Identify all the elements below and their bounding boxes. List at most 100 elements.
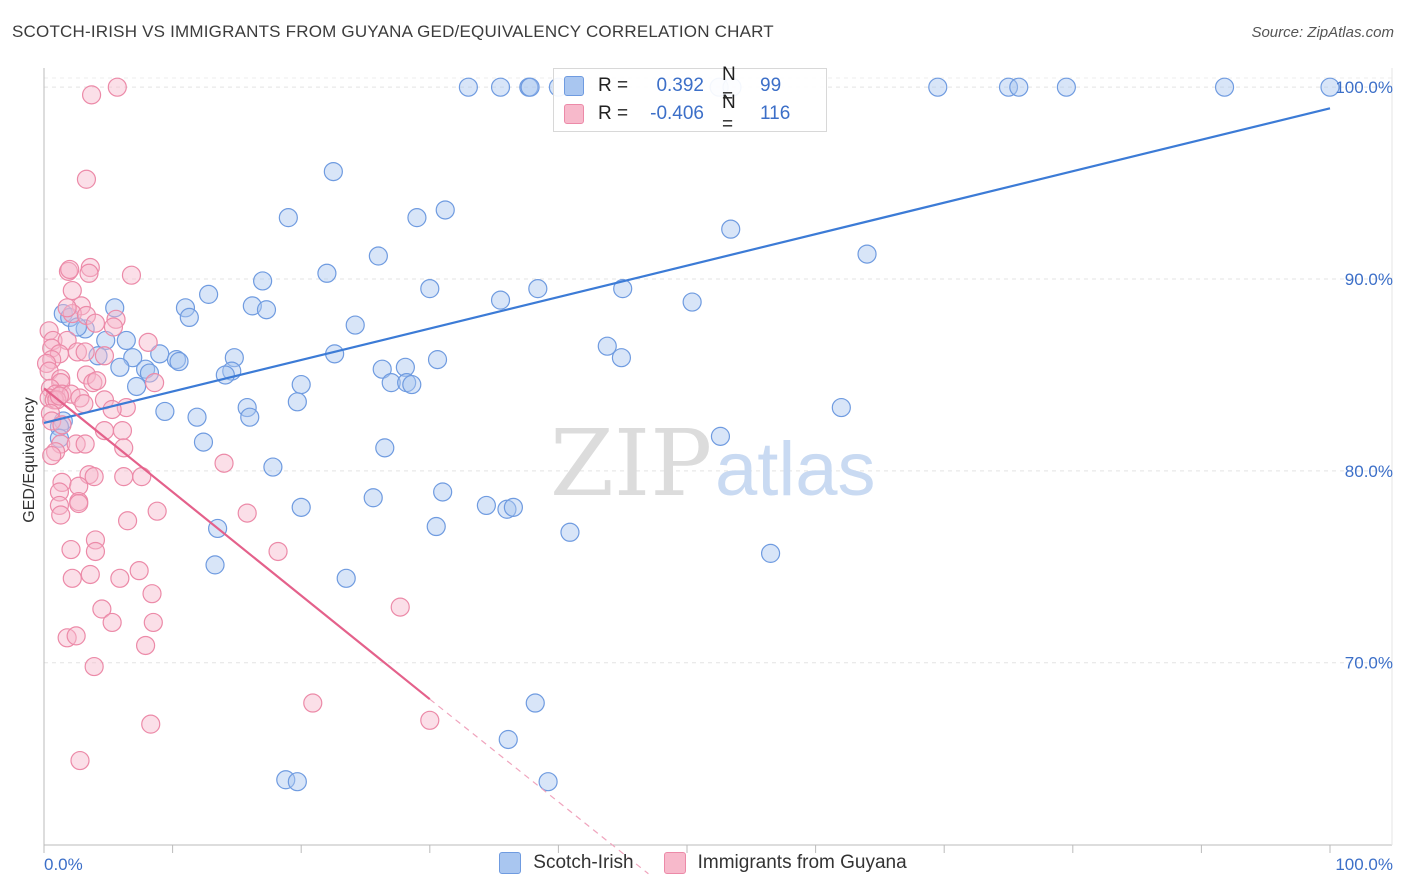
guyana-point xyxy=(61,539,81,560)
guyana-point xyxy=(142,584,162,604)
guyana-point xyxy=(87,371,107,391)
scotch-irish-point xyxy=(205,555,225,575)
guyana-point xyxy=(60,259,80,280)
legend-r-value: 0.392 xyxy=(656,75,704,96)
scotch-irish-point xyxy=(520,77,540,97)
scotch-irish-point xyxy=(528,279,548,299)
guyana-point xyxy=(75,434,95,454)
guyana-point xyxy=(42,350,62,370)
scotch-irish-trend-line xyxy=(43,107,1331,424)
guyana-point xyxy=(121,265,142,285)
guyana-point xyxy=(214,453,234,473)
x-tick-label: 0.0% xyxy=(44,855,83,874)
scotch-irish-point xyxy=(199,284,219,304)
bottom-legend: Scotch-Irish Immigrants from Guyana xyxy=(0,852,1406,874)
guyana-point xyxy=(84,467,104,487)
scotch-irish-point xyxy=(187,407,207,427)
watermark: ZIP atlas xyxy=(550,410,876,517)
scotch-irish-point xyxy=(169,351,189,372)
scotch-irish-point xyxy=(135,359,156,379)
guyana-point xyxy=(92,599,112,619)
legend-r-key: R = xyxy=(598,103,629,124)
guyana-point xyxy=(49,495,70,516)
scotch-irish-point xyxy=(476,495,496,516)
watermark-atlas: atlas xyxy=(715,427,876,512)
scotch-irish-point xyxy=(498,729,518,750)
scotch-irish-point xyxy=(490,290,511,310)
guyana-point xyxy=(70,750,90,771)
x-tick-label: 100.0% xyxy=(1335,855,1393,874)
guyana-point xyxy=(62,280,82,301)
scotch-irish-point xyxy=(831,397,851,418)
scotch-irish-point xyxy=(193,432,214,452)
scotch-irish-point xyxy=(240,407,260,427)
guyana-point xyxy=(76,169,97,189)
guyana-point xyxy=(49,386,70,406)
guyana-point xyxy=(49,482,70,502)
scotch-irish-point xyxy=(407,208,427,228)
scotch-irish-point xyxy=(710,426,731,446)
scotch-irish-point xyxy=(179,307,199,328)
guyana-point xyxy=(81,85,102,105)
guyana-point xyxy=(80,564,100,585)
guyana-point xyxy=(75,342,95,362)
guyana-point xyxy=(45,442,66,462)
scotch-irish-point xyxy=(253,271,273,291)
scotch-irish-point xyxy=(395,357,415,377)
tick-labels: 70.0% 80.0% 90.0% 100.0% 0.0% 100.0% xyxy=(44,78,1393,874)
scotch-irish-point xyxy=(560,522,580,542)
scotch-irish-point xyxy=(381,373,401,393)
scotch-irish-point xyxy=(368,246,388,266)
guyana-point xyxy=(106,309,126,329)
scotch-irish-point xyxy=(323,162,343,182)
axes xyxy=(43,68,1393,853)
y-tick-label: 70.0% xyxy=(1345,654,1393,673)
guyana-point xyxy=(420,710,440,730)
scotch-irish-point xyxy=(110,357,130,377)
scotch-irish-point xyxy=(291,497,311,517)
guyana-point xyxy=(132,467,152,487)
bottom-legend-swatch-guyana xyxy=(663,852,686,874)
scotch-irish-point xyxy=(503,497,523,517)
guyana-point xyxy=(69,476,89,496)
guyana-point xyxy=(114,467,134,487)
guyana-point xyxy=(237,503,257,523)
scotch-irish-point xyxy=(525,693,545,713)
scotch-irish-point xyxy=(116,330,136,351)
scotch-irish-point xyxy=(402,374,422,395)
chart-title: SCOTCH-IRISH VS IMMIGRANTS FROM GUYANA G… xyxy=(12,22,774,41)
scotch-irish-point xyxy=(458,77,478,97)
legend-r-key: R = xyxy=(598,75,629,96)
scotch-irish-point xyxy=(263,457,283,477)
guyana-point xyxy=(102,612,122,633)
scotch-irish-point xyxy=(538,772,558,792)
scotch-irish-point xyxy=(175,298,196,318)
scotch-irish-point xyxy=(998,77,1019,97)
guyana-point xyxy=(62,568,82,588)
scotch-irish-point xyxy=(1320,77,1340,97)
scotch-irish-point xyxy=(490,77,511,97)
scotch-irish-point xyxy=(721,219,741,239)
scotch-irish-point xyxy=(363,488,383,508)
scotch-irish-point xyxy=(139,363,160,383)
legend-row-scotch-irish: R = 0.392 N = 99 xyxy=(564,64,781,107)
bottom-legend-scotch-irish: Scotch-Irish xyxy=(499,852,634,874)
scotch-irish-point xyxy=(928,77,948,97)
scotch-irish-point xyxy=(287,392,307,412)
guyana-point xyxy=(57,298,77,318)
y-axis-title: GED/Equivalency xyxy=(21,397,38,522)
scotch-irish-point xyxy=(278,208,298,228)
guyana-point xyxy=(103,317,124,337)
scotch-irish-point xyxy=(88,346,108,366)
guyana-point xyxy=(141,714,161,734)
scotch-irish-point xyxy=(291,374,311,395)
guyana-point xyxy=(112,421,133,441)
guyana-point xyxy=(102,399,122,420)
series-scotch-irish xyxy=(49,77,1340,792)
scotch-irish-point xyxy=(336,568,356,588)
guyana-point xyxy=(42,338,62,358)
scotch-irish-point xyxy=(215,365,235,385)
scotch-irish-point xyxy=(345,315,365,335)
guyana-point xyxy=(268,541,288,562)
chart-source: Source: ZipAtlas.com xyxy=(1251,24,1394,41)
